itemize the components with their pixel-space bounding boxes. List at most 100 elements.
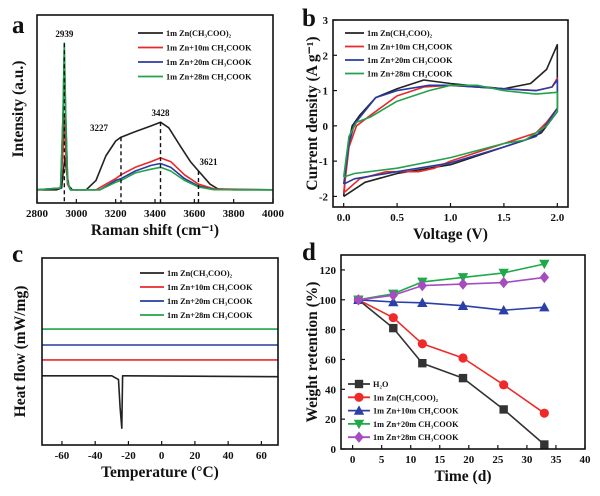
x-tick-label: 35 (550, 454, 562, 466)
x-tick-label: 2.0 (550, 212, 564, 224)
annotation-label: 3621 (199, 157, 218, 167)
data-point (539, 302, 550, 312)
series-line-3 (342, 84, 559, 178)
x-tick-label: 3600 (183, 208, 206, 220)
x-tick-label: -20 (121, 450, 136, 462)
plot-frame (340, 254, 586, 450)
data-point (458, 353, 468, 363)
series-group (342, 43, 559, 198)
y-tick-label: 2 (323, 50, 329, 62)
legend: 1m Zn(CH₃COO)₂ 1m Zn+10m CH₃COOK 1m Zn+20m… (138, 29, 252, 82)
data-point (540, 440, 549, 449)
x-tick-label: -60 (55, 450, 70, 462)
y-tick-label: 1 (323, 86, 329, 98)
legend-marker (354, 379, 364, 389)
legend-label: 1m Zn+28m CH₃COOK (166, 73, 252, 82)
series-line-0 (357, 299, 545, 446)
panel-a: 2939 3227 3428 3621 2800 3000 3200 3400 3600 3800… (10, 12, 285, 239)
x-tick-label: 3800 (223, 208, 246, 220)
x-tick-label: 0.5 (390, 212, 404, 224)
x-tick-label: 60 (256, 450, 268, 462)
x-tick-label: 20 (463, 454, 475, 466)
panel-d: 0 5 10 15 20 25 30 35 40 0 20 40 60 80 100 120 Time (d) W… (302, 239, 591, 485)
x-tick-label: 10 (405, 454, 417, 466)
y-axis-title: Current density (A g⁻¹) (304, 36, 321, 190)
legend-marker (354, 392, 364, 402)
x-tick-label: 1.5 (497, 212, 511, 224)
panel-letter: d (302, 239, 316, 266)
legend-label: 1m Zn+20m CH₃COOK (373, 420, 459, 429)
annotation-label: 3227 (90, 123, 109, 133)
x-axis-title: Raman shift (cm⁻¹) (91, 222, 219, 239)
data-point (457, 273, 469, 283)
panel-letter: c (12, 241, 23, 268)
x-tick-label: 15 (434, 454, 446, 466)
data-point (417, 297, 428, 307)
data-point (499, 380, 509, 390)
series-line-1 (358, 299, 545, 414)
panel-letter: a (12, 12, 25, 39)
legend-label: 1m Zn+28m CH₃COOK (373, 433, 459, 442)
data-point (539, 408, 549, 418)
y-tick-label: 80 (325, 325, 337, 337)
x-axis-title: Time (d) (435, 468, 492, 485)
x-axis-title: Temperature (°C) (101, 464, 219, 481)
x-tick-label: 40 (223, 450, 235, 462)
data-point (499, 405, 508, 414)
x-axis-title: Voltage (V) (413, 226, 488, 243)
y-tick-label: 120 (320, 265, 337, 277)
x-tick-label: 5 (379, 454, 385, 466)
x-tick-label: 0.0 (337, 212, 351, 224)
data-point (458, 278, 468, 290)
legend-marker (354, 431, 364, 443)
data-point (388, 296, 399, 307)
series-line-4 (358, 276, 545, 301)
x-tick-label: 40 (580, 454, 592, 466)
legend-label: 1m Zn+10m CH₃COOK (167, 283, 253, 292)
series-line-3 (37, 42, 273, 191)
data-point (388, 289, 398, 301)
legend: 1m Zn(CH₃COO)₂ 1m Zn+10m CH₃COOK 1m Zn+20m… (345, 29, 453, 79)
legend: 1m Zn(CH₃COO)₂ 1m Zn+10m CH₃COOK 1m Zn+20m… (140, 269, 253, 320)
legend-label: 1m Zn+10m CH₃COOK (373, 407, 459, 416)
legend-label: 1m Zn(CH₃COO)₂ (367, 29, 433, 38)
legend-marker (353, 405, 365, 415)
data-point (418, 358, 427, 368)
legend-label: 1m Zn+28m CH₃COOK (367, 70, 453, 79)
data-point (498, 276, 509, 289)
x-tick-label: 25 (492, 454, 504, 466)
series-group (353, 259, 550, 449)
data-point (458, 373, 468, 383)
series-group (37, 42, 273, 191)
x-tick-label: 20 (189, 450, 201, 462)
y-tick-label: 100 (320, 295, 337, 307)
y-tick-label: 0 (331, 444, 337, 456)
data-point (388, 313, 398, 323)
x-tick-label: 0 (350, 454, 356, 466)
data-point (498, 305, 509, 315)
series-line-2 (358, 299, 545, 312)
data-point (498, 268, 509, 279)
series-line-0 (42, 374, 278, 430)
legend-label: 1m Zn+20m CH₃COOK (167, 297, 253, 306)
y-tick-label: 60 (325, 354, 337, 366)
y-axis-title: Intensity (a.u.) (10, 61, 27, 158)
x-tick-label: 3200 (105, 208, 128, 220)
data-point (539, 271, 550, 284)
plot-frame (41, 257, 279, 446)
legend-label: H₂O (373, 380, 389, 389)
annotation-label: 3428 (152, 108, 171, 118)
y-tick-label: 3 (323, 15, 329, 27)
y-tick-label: -2 (319, 191, 329, 203)
series-group (42, 328, 278, 430)
x-tick-label: 30 (521, 454, 533, 466)
y-tick-label: 20 (325, 414, 337, 426)
legend-label: 1m Zn+20m CH₃COOK (367, 56, 453, 65)
x-tick-label: 2800 (26, 208, 49, 220)
y-tick-label: 40 (325, 384, 337, 396)
series-line-1 (37, 113, 273, 191)
y-tick-label: -1 (319, 156, 328, 168)
data-point (457, 300, 469, 310)
legend-label: 1m Zn(CH₃COO)₂ (373, 393, 439, 402)
